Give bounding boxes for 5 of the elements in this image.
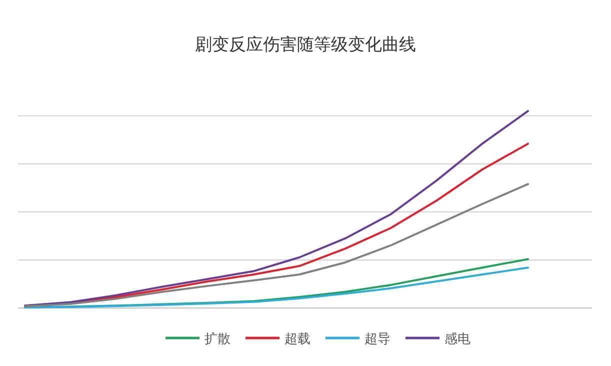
legend-label: 超载 bbox=[284, 332, 310, 347]
legend-label: 感电 bbox=[444, 332, 470, 347]
legend-label: 超导 bbox=[364, 332, 390, 347]
legend-label: 扩散 bbox=[204, 332, 230, 347]
chart-title: 剧变反应伤害随等级变化曲线 bbox=[195, 35, 416, 55]
